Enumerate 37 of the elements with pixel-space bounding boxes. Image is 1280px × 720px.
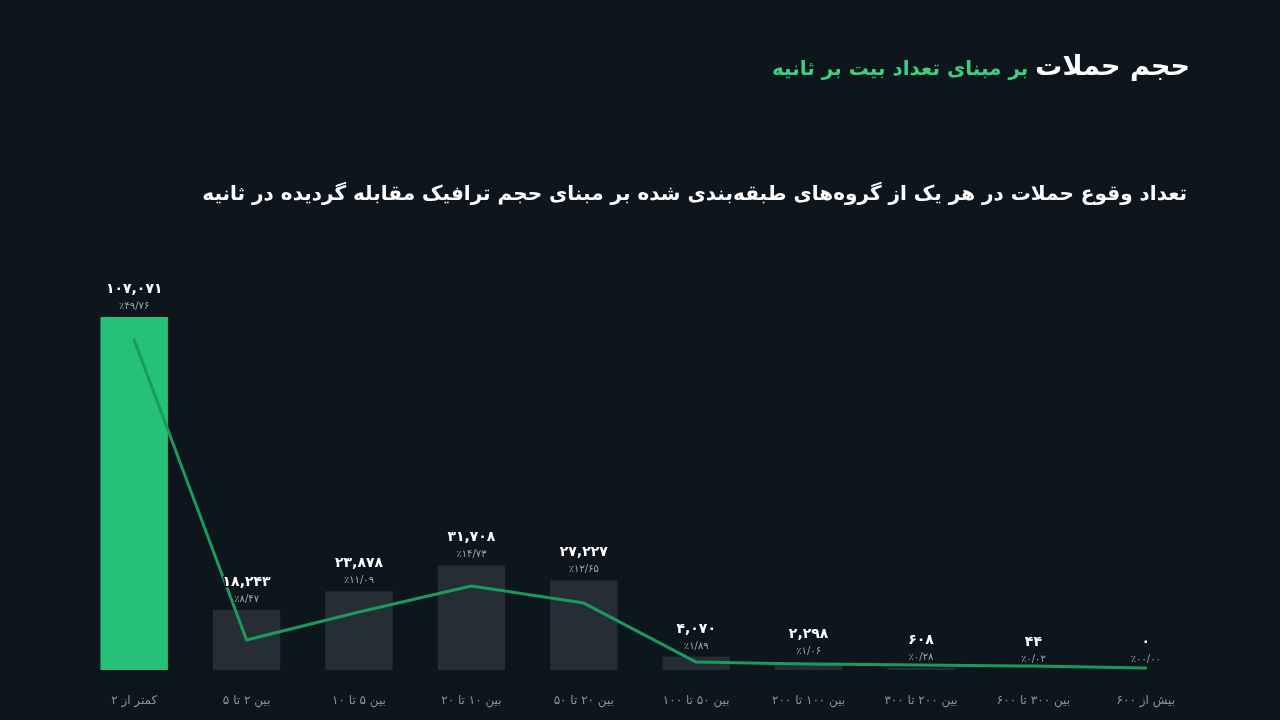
data-label: ۱۰۷,۰۷۱	[105, 280, 163, 296]
data-label: ۳۱,۷۰۸	[447, 528, 496, 545]
x-tick-label: بین ۵ تا ۱۰	[332, 693, 386, 708]
annotation: ٪۱۲/۶۵	[568, 563, 599, 575]
annotation: ٪۰/۰۲	[1020, 652, 1046, 664]
text: تعداد وقوع حملات در هر یک از گروه‌های طبقه‌بندی شده بر مبنای حجم ترافیک مقابله گردیده در ثانیه	[202, 181, 1187, 205]
annotation: ٪۱/۸۹	[683, 639, 709, 651]
annotation: ٪۱۱/۰۹	[343, 574, 375, 586]
bar	[437, 565, 506, 670]
data-label: ۴۴	[1024, 632, 1043, 649]
data-label: ۲۷,۲۲۷	[559, 543, 609, 560]
x-tick-label: کمتر از ۲	[111, 693, 158, 708]
annotation: ٪۰/۲۸	[908, 651, 935, 662]
annotation: ٪۱/۰۶	[796, 645, 822, 657]
data-label: ۴,۰۷۰	[676, 619, 716, 636]
chart-title: حجم حملات	[1035, 50, 1190, 81]
data-label: ۰	[1141, 633, 1151, 649]
bar	[325, 591, 393, 670]
x-tick-label: بین ۲۰ تا ۵۰	[553, 693, 614, 708]
bar	[100, 317, 168, 670]
x-tick-label: بین ۵۰ تا ۱۰۰	[662, 693, 730, 708]
bar	[212, 609, 281, 670]
annotation: ٪۸/۴۷	[234, 592, 260, 604]
x-tick-label: بین ۱۰۰ تا ۲۰۰	[771, 693, 846, 708]
x-tick-label: بین ۲ تا ۵	[222, 693, 271, 708]
chart-subtitle: بر مبنای تعداد بیت بر ثانیه	[771, 56, 1036, 80]
annotation: ٪۴۹/۷۶	[119, 300, 150, 311]
x-tick-label: بین ۲۰۰ تا ۳۰۰	[884, 693, 958, 708]
bar	[550, 580, 618, 670]
annotation: ٪۱۴/۷۳	[456, 548, 488, 560]
x-tick-label: بین ۳۰۰ تا ۶۰۰	[996, 693, 1071, 708]
annotation: ٪۰۰/۰۰	[1130, 653, 1161, 664]
x-tick-label: بین ۱۰ تا ۲۰	[441, 693, 502, 708]
data-label: ۲,۲۹۸	[788, 625, 829, 642]
data-label: ۲۳,۸۷۸	[334, 554, 384, 571]
data-label: ۶۰۸	[908, 631, 935, 647]
x-tick-label: بیش از ۶۰۰	[1116, 693, 1175, 708]
